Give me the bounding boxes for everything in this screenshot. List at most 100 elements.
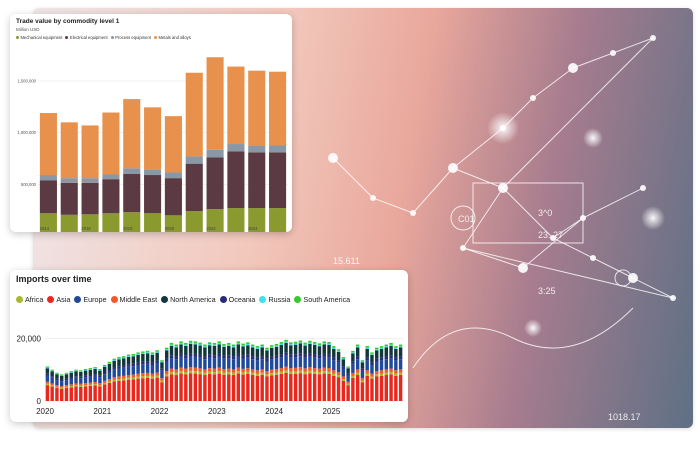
bar-segment[interactable] [250,375,255,401]
bar-segment[interactable] [165,350,169,359]
bar-segment[interactable] [165,349,169,351]
bar-segment[interactable] [303,374,307,401]
bar-segment[interactable] [355,375,360,401]
bar-segment[interactable] [102,174,120,180]
bar-segment[interactable] [284,339,288,342]
bar-segment[interactable] [155,375,159,378]
bar-segment[interactable] [227,208,245,232]
bar-segment[interactable] [98,383,102,386]
bar-segment[interactable] [394,375,398,401]
bar-segment[interactable] [322,371,326,374]
bar-segment[interactable] [55,388,59,401]
bar-segment[interactable] [346,383,350,386]
bar-segment[interactable] [246,357,250,369]
bar-segment[interactable] [184,342,188,345]
bar-segment[interactable] [394,357,398,361]
bar-segment[interactable] [246,374,250,401]
bar-segment[interactable] [69,378,73,385]
bar-segment[interactable] [145,377,150,401]
bar-segment[interactable] [332,357,336,361]
bar-segment[interactable] [265,347,269,350]
bar-segment[interactable] [141,376,145,379]
bar-segment[interactable] [117,380,121,401]
bar-segment[interactable] [360,360,365,362]
bar-segment[interactable] [308,343,312,354]
bar-segment[interactable] [160,370,164,379]
bar-segment[interactable] [236,343,241,345]
bar-segment[interactable] [279,357,283,368]
bar-segment[interactable] [298,373,303,401]
bar-segment[interactable] [112,359,116,361]
bar-segment[interactable] [360,380,365,383]
bar-segment[interactable] [293,373,298,401]
bar-segment[interactable] [131,355,136,357]
bar-segment[interactable] [64,378,69,381]
bar-segment[interactable] [150,373,155,377]
bar-segment[interactable] [279,343,283,345]
bar-segment[interactable] [74,376,78,378]
bar-segment[interactable] [394,347,398,349]
bar-segment[interactable] [184,344,188,346]
bar-segment[interactable] [136,373,140,377]
bar-segment[interactable] [248,152,266,209]
bar-segment[interactable] [332,373,336,376]
bar-segment[interactable] [327,373,331,401]
bar-segment[interactable] [79,385,83,387]
bar-segment[interactable] [375,374,379,377]
bar-segment[interactable] [241,372,245,375]
bar-segment[interactable] [384,369,389,373]
bar-segment[interactable] [203,347,207,357]
bar-segment[interactable] [384,372,389,376]
bar-segment[interactable] [122,358,126,366]
bar-segment[interactable] [88,368,93,370]
bar-segment[interactable] [336,349,341,351]
bar-segment[interactable] [188,353,193,357]
bar-segment[interactable] [236,371,241,374]
bar-segment[interactable] [141,351,145,353]
bar-segment[interactable] [60,122,78,179]
bar-segment[interactable] [60,214,78,232]
bar-segment[interactable] [122,380,126,401]
bar-segment[interactable] [312,371,317,374]
bar-segment[interactable] [150,365,155,374]
bar-segment[interactable] [270,359,274,370]
bar-segment[interactable] [98,386,102,401]
bar-segment[interactable] [293,357,298,368]
bar-segment[interactable] [185,72,203,157]
bar-segment[interactable] [64,372,69,374]
bar-segment[interactable] [45,381,50,384]
bar-segment[interactable] [248,70,266,146]
bar-segment[interactable] [355,346,360,348]
bar-segment[interactable] [346,375,350,382]
bar-segment[interactable] [298,356,303,368]
bar-segment[interactable] [102,213,120,232]
bar-segment[interactable] [107,371,112,380]
bar-segment[interactable] [179,353,183,357]
bar-segment[interactable] [269,152,287,209]
bar-segment[interactable] [69,387,73,401]
bar-segment[interactable] [289,368,293,372]
bar-segment[interactable] [174,375,178,401]
bar-segment[interactable] [375,350,379,359]
bar-segment[interactable] [174,369,178,373]
bar-segment[interactable] [274,369,279,373]
bar-segment[interactable] [64,380,69,386]
bar-segment[interactable] [102,364,107,367]
bar-segment[interactable] [185,163,203,212]
bar-segment[interactable] [274,345,279,347]
bar-segment[interactable] [69,384,73,387]
bar-segment[interactable] [59,375,64,380]
bar-segment[interactable] [284,366,288,371]
bar-segment[interactable] [83,369,88,371]
legend-item[interactable]: South America [294,295,350,304]
bar-segment[interactable] [123,212,141,232]
bar-segment[interactable] [206,209,224,232]
bar-segment[interactable] [59,374,64,376]
bar-segment[interactable] [389,344,393,346]
bar-segment[interactable] [227,344,231,346]
bar-segment[interactable] [379,347,384,349]
bar-segment[interactable] [394,346,398,348]
bar-segment[interactable] [384,375,389,401]
bar-segment[interactable] [250,356,255,360]
bar-segment[interactable] [45,373,50,376]
